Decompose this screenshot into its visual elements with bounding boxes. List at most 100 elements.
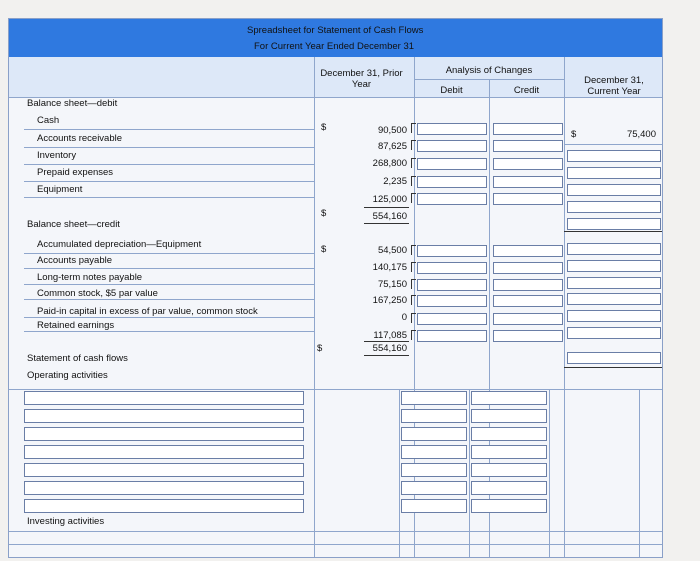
debit-input-paid-in-capital[interactable]	[417, 313, 487, 325]
column-header-band	[9, 57, 662, 97]
cash-dollar-sign: $	[321, 122, 327, 133]
section-investing-activities: Investing activities	[27, 516, 105, 527]
prior-cash-value: 90,500	[377, 125, 407, 136]
credit-input-accumulated-depreciation[interactable]	[493, 245, 563, 257]
current-cash-value: 75,400	[626, 129, 656, 140]
row-label-cash: Cash	[37, 115, 60, 126]
operating-entry-label-7[interactable]	[24, 499, 304, 513]
credit-input-equipment[interactable]	[493, 193, 563, 205]
operating-entry-label-4[interactable]	[24, 445, 304, 459]
operating-entry-debit-3[interactable]	[401, 427, 467, 441]
current-cash-dollar-sign: $	[571, 129, 577, 140]
operating-entry-label-2[interactable]	[24, 409, 304, 423]
credit-input-common-stock[interactable]	[493, 295, 563, 307]
credit-input-accounts-payable[interactable]	[493, 262, 563, 274]
section-statement-of-cash-flows: Statement of cash flows	[27, 353, 128, 364]
row-label-accounts-payable: Accounts payable	[37, 255, 112, 266]
operating-entry-label-3[interactable]	[24, 427, 304, 441]
operating-entry-label-1[interactable]	[24, 391, 304, 405]
credit-input-inventory[interactable]	[493, 158, 563, 170]
current-input-long-term-notes[interactable]	[567, 277, 661, 289]
current-input-prepaid-expenses[interactable]	[567, 184, 661, 196]
debit-input-inventory[interactable]	[417, 158, 487, 170]
current-input-common-stock[interactable]	[567, 293, 661, 305]
title-band	[9, 19, 662, 57]
current-input-paid-in-capital[interactable]	[567, 310, 661, 322]
current-input-debit-total[interactable]	[567, 218, 661, 230]
credit-input-prepaid-expenses[interactable]	[493, 176, 563, 188]
row-label-accumulated-depreciation: Accumulated depreciation—Equipment	[37, 239, 202, 250]
prior-inventory-value: 268,800	[372, 158, 407, 169]
row-label-prepaid-expenses: Prepaid expenses	[37, 167, 114, 178]
operating-entry-debit-7[interactable]	[401, 499, 467, 513]
operating-entry-debit-2[interactable]	[401, 409, 467, 423]
operating-entry-credit-6[interactable]	[471, 481, 547, 495]
accumulated-depreciation-dollar-sign: $	[321, 244, 327, 255]
section-balance-sheet-credit: Balance sheet—credit	[27, 219, 120, 230]
operating-entry-credit-2[interactable]	[471, 409, 547, 423]
prior-prepaid-expenses-value: 2,235	[383, 176, 407, 187]
row-label-paid-in-capital: Paid-in capital in excess of par value, …	[37, 306, 258, 317]
cash-flow-spreadsheet: Spreadsheet for Statement of Cash Flows …	[8, 18, 663, 558]
debit-header: Debit	[440, 85, 463, 96]
operating-entry-label-5[interactable]	[24, 463, 304, 477]
debit-input-retained-earnings[interactable]	[417, 330, 487, 342]
credit-input-cash[interactable]	[493, 123, 563, 135]
row-label-accounts-receivable: Accounts receivable	[37, 133, 123, 144]
debit-input-long-term-notes[interactable]	[417, 279, 487, 291]
prior-retained-earnings-value: 117,085	[373, 330, 407, 341]
prior-accumulated-depreciation-value: 54,500	[377, 245, 407, 256]
credit-input-paid-in-capital[interactable]	[493, 313, 563, 325]
debit-input-accumulated-depreciation[interactable]	[417, 245, 487, 257]
analysis-of-changes-header: Analysis of Changes	[445, 65, 533, 76]
current-year-header: December 31, Current Year	[584, 75, 644, 97]
current-input-credit-total[interactable]	[567, 352, 661, 364]
debit-input-common-stock[interactable]	[417, 295, 487, 307]
current-input-accounts-receivable[interactable]	[567, 150, 661, 162]
prior-accounts-payable-value: 140,175	[372, 262, 407, 273]
credit-input-accounts-receivable[interactable]	[493, 140, 563, 152]
prior-long-term-notes-payable-value: 75,150	[377, 279, 407, 290]
debit-input-cash[interactable]	[417, 123, 487, 135]
operating-entry-credit-7[interactable]	[471, 499, 547, 513]
current-input-retained-earnings[interactable]	[567, 327, 661, 339]
row-label-retained-earnings: Retained earnings	[37, 320, 115, 331]
credit-input-retained-earnings[interactable]	[493, 330, 563, 342]
sheet-subtitle: For Current Year Ended December 31	[254, 41, 415, 52]
prior-equipment-value: 125,000	[372, 194, 407, 205]
debit-input-equipment[interactable]	[417, 193, 487, 205]
credit-header: Credit	[513, 85, 540, 96]
sheet-title: Spreadsheet for Statement of Cash Flows	[247, 25, 424, 36]
section-operating-activities: Operating activities	[27, 370, 108, 381]
prior-debit-total-value: 554,160	[372, 211, 407, 222]
prior-year-header: December 31, Prior Year	[320, 68, 403, 90]
operating-entry-debit-6[interactable]	[401, 481, 467, 495]
operating-entry-credit-5[interactable]	[471, 463, 547, 477]
row-label-common-stock: Common stock, $5 par value	[37, 288, 158, 299]
debit-total-dollar-sign: $	[321, 208, 327, 219]
current-input-equipment[interactable]	[567, 201, 661, 213]
current-input-inventory[interactable]	[567, 167, 661, 179]
credit-input-long-term-notes[interactable]	[493, 279, 563, 291]
credit-total-dollar-sign: $	[317, 343, 323, 354]
debit-input-prepaid-expenses[interactable]	[417, 176, 487, 188]
prior-accounts-receivable-value: 87,625	[377, 141, 407, 152]
operating-entry-debit-1[interactable]	[401, 391, 467, 405]
section-balance-sheet-debit: Balance sheet—debit	[27, 98, 118, 109]
current-input-accounts-payable[interactable]	[567, 260, 661, 272]
row-label-long-term-notes-payable: Long-term notes payable	[37, 272, 143, 283]
debit-input-accounts-payable[interactable]	[417, 262, 487, 274]
prior-common-stock-value: 167,250	[372, 295, 407, 306]
row-label-equipment: Equipment	[37, 184, 83, 195]
row-label-inventory: Inventory	[37, 150, 77, 161]
operating-entry-credit-3[interactable]	[471, 427, 547, 441]
operating-entry-debit-4[interactable]	[401, 445, 467, 459]
current-input-accumulated-depreciation[interactable]	[567, 243, 661, 255]
operating-entry-label-6[interactable]	[24, 481, 304, 495]
debit-input-accounts-receivable[interactable]	[417, 140, 487, 152]
operating-entry-debit-5[interactable]	[401, 463, 467, 477]
prior-credit-total-value: 554,160	[372, 343, 407, 354]
operating-entry-credit-4[interactable]	[471, 445, 547, 459]
operating-entry-credit-1[interactable]	[471, 391, 547, 405]
prior-paid-in-capital-value: 0	[401, 312, 407, 323]
